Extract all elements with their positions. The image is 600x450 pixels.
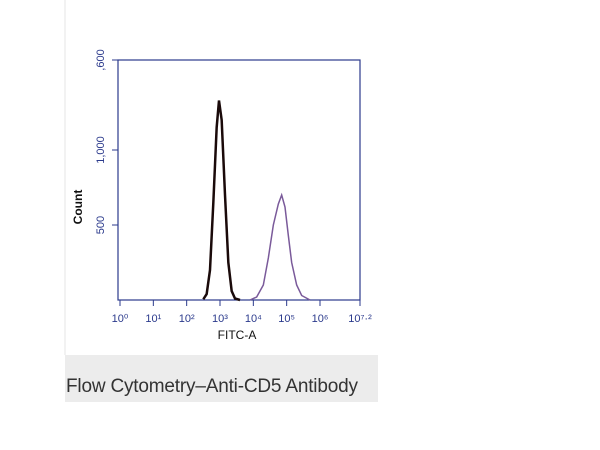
histogram-curve xyxy=(249,192,311,301)
histogram-curve xyxy=(202,100,241,302)
y-axis-label: Count xyxy=(71,190,85,225)
y-tick-label: 500 xyxy=(95,216,107,234)
y-tick-label: 1,000 xyxy=(95,136,107,164)
caption-bar xyxy=(65,355,378,402)
x-tick-label: 10¹ xyxy=(145,313,161,325)
x-axis-label: FITC-A xyxy=(218,328,257,342)
plot-frame xyxy=(117,59,361,301)
x-tick-label: 10⁷·² xyxy=(348,313,372,325)
y-tick-label: ,600 xyxy=(95,49,107,70)
x-tick-label: 10⁰ xyxy=(112,313,129,325)
x-tick-label: 10⁴ xyxy=(245,313,262,325)
x-tick-label: 10³ xyxy=(212,313,228,325)
x-tick-label: 10⁶ xyxy=(312,313,329,325)
caption: Flow Cytometry–Anti-CD5 Antibody xyxy=(66,376,359,397)
x-tick-label: 10⁵ xyxy=(278,313,295,325)
x-tick-label: 10² xyxy=(179,313,195,325)
